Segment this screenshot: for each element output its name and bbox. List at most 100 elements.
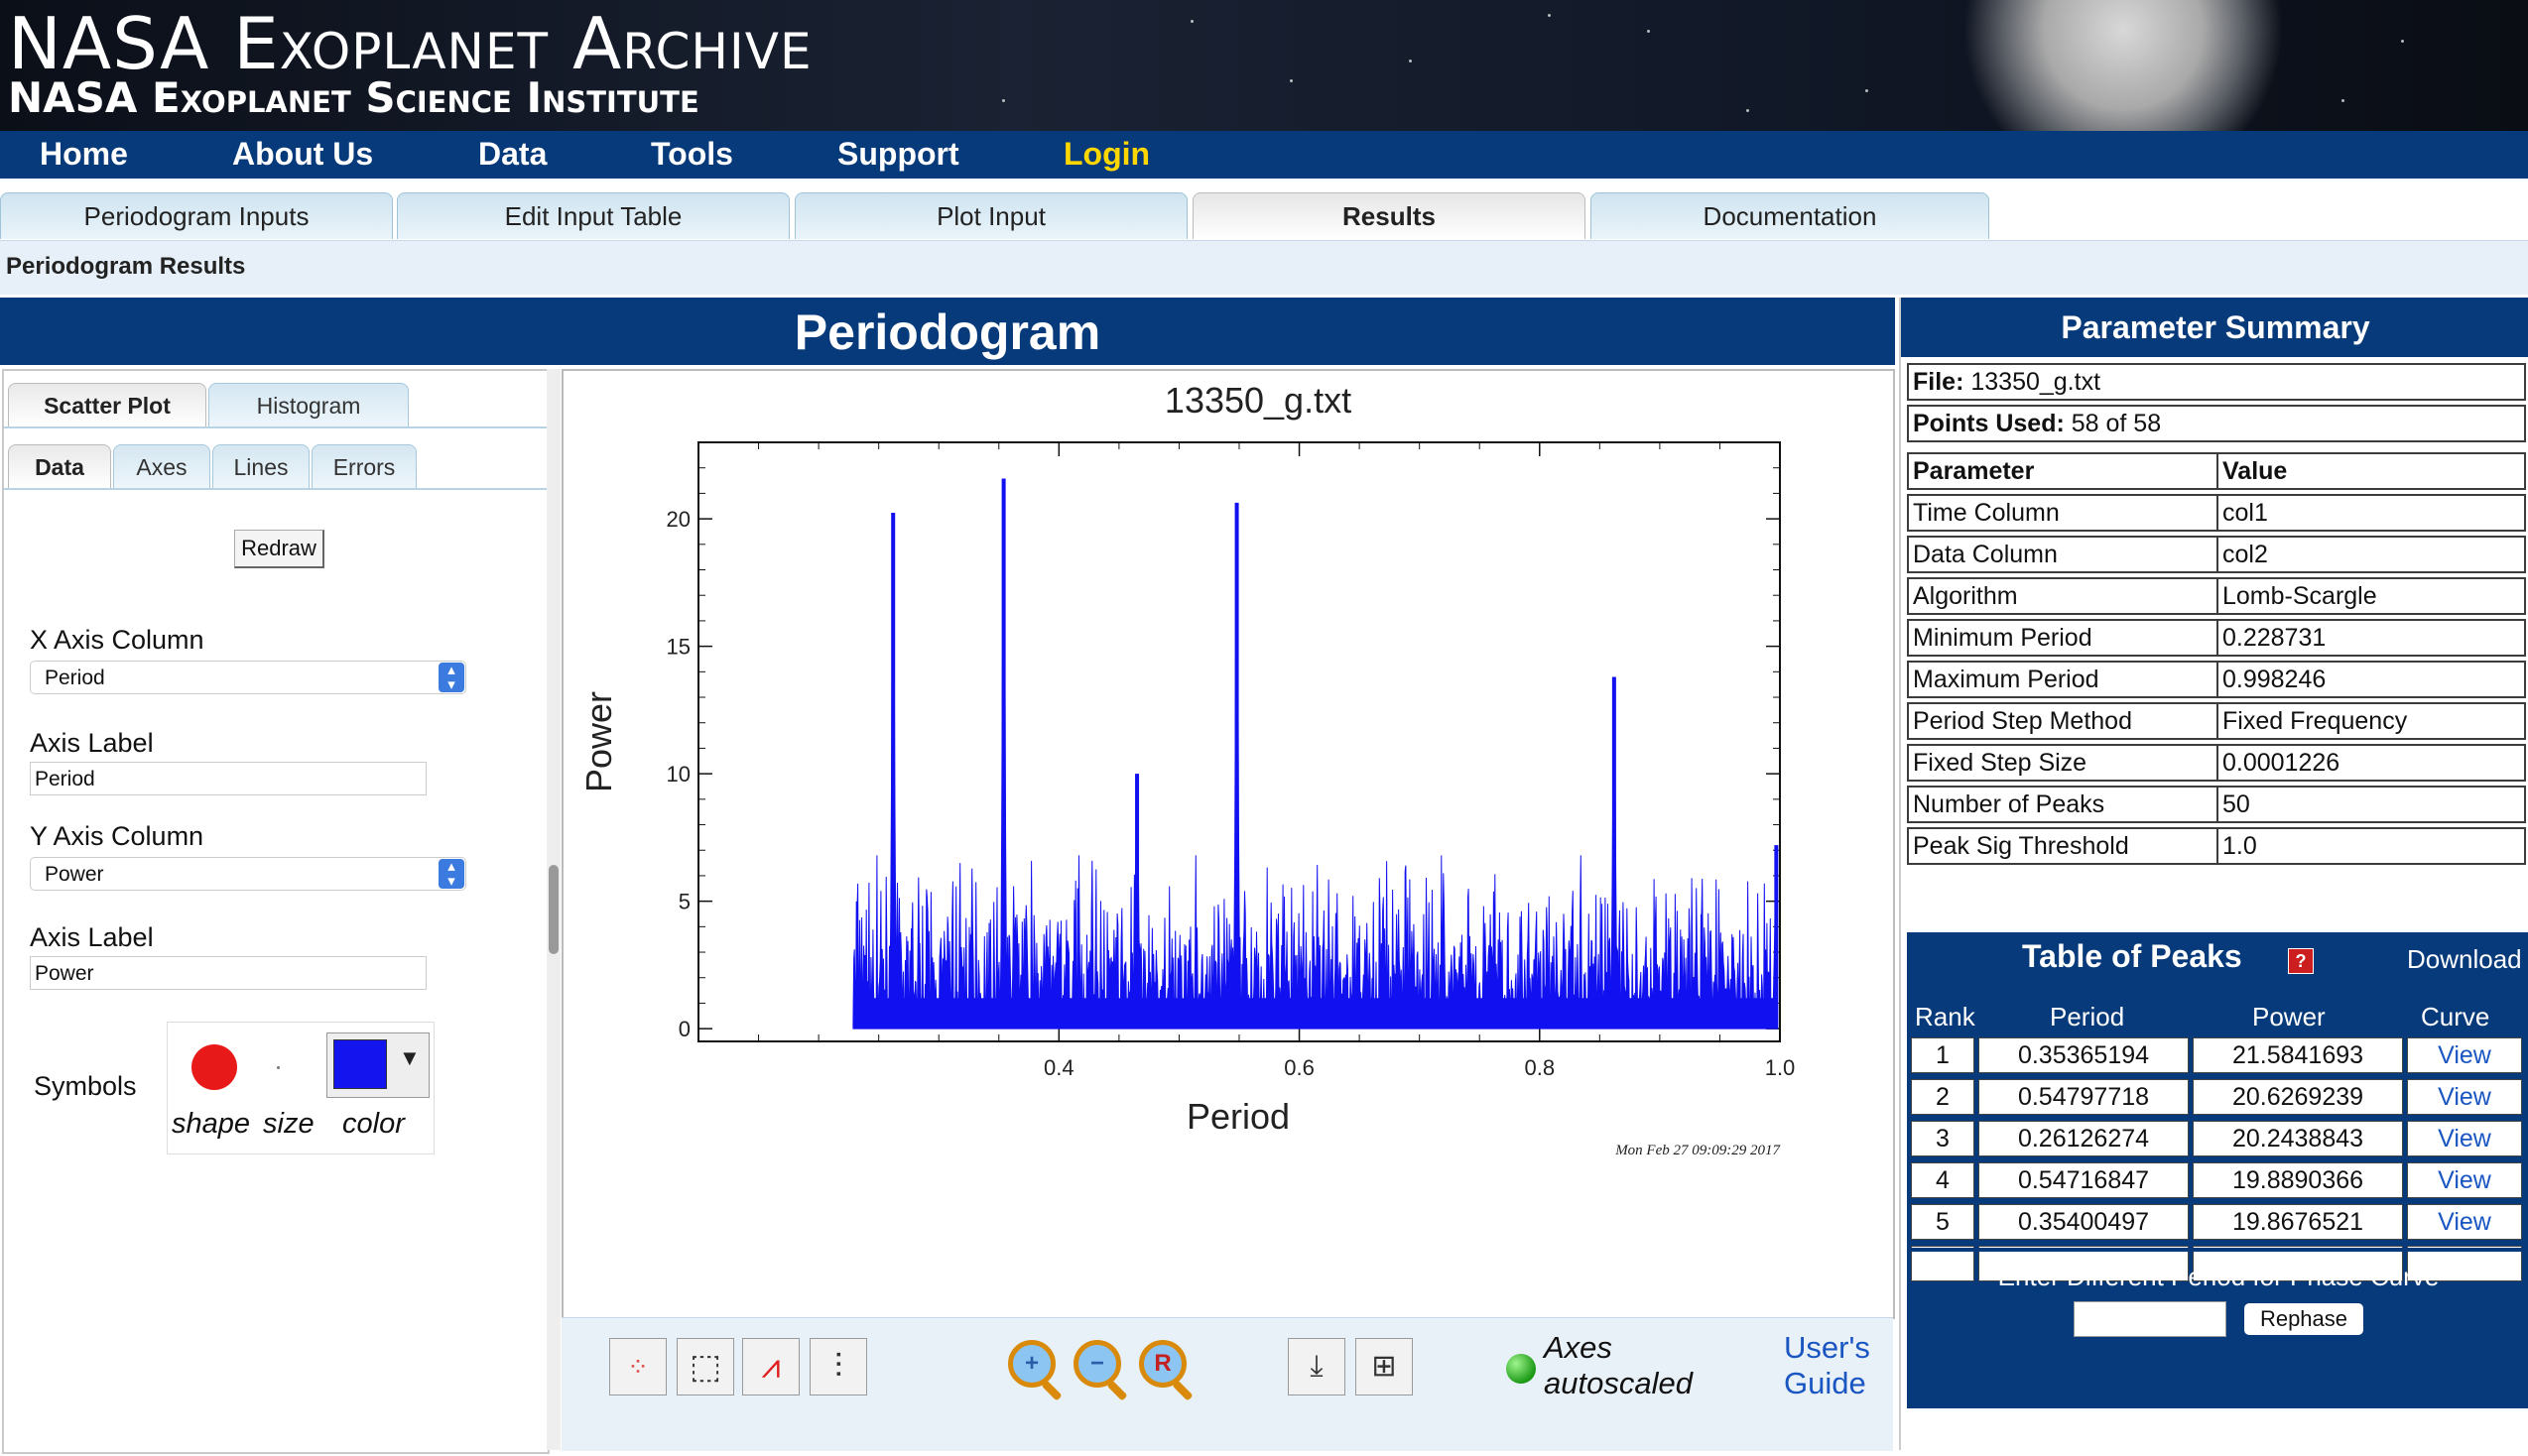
status-line-2: autoscaled	[1544, 1366, 1693, 1400]
line-plot-tool-icon[interactable]: ⩘	[742, 1338, 800, 1395]
y-tick-label: 5	[679, 890, 691, 914]
nav-data[interactable]: Data	[478, 136, 548, 172]
tab-errors[interactable]: Errors	[312, 444, 417, 489]
plot-controls-panel: Scatter Plot Histogram Data Axes Lines E…	[2, 369, 550, 1454]
peaks-cell: 0.54716847	[1978, 1162, 2189, 1198]
tab-plot-input[interactable]: Plot Input	[795, 192, 1188, 239]
zoom-out-icon[interactable]: −	[1072, 1338, 1133, 1401]
symbol-color-picker[interactable]: ▼	[326, 1032, 430, 1098]
download-link[interactable]: Download	[2407, 944, 2522, 974]
peaks-cell: 4	[1911, 1162, 1974, 1198]
size-caption: size	[263, 1108, 315, 1140]
param-value-cell: col2	[2216, 536, 2526, 573]
periodogram-chart[interactable]: 13350_g.txt 0 5 10 15 20 0.4 0.6 0.8 1.0 Period Pow…	[564, 371, 1893, 1317]
peaks-cell: 0.26126274	[1978, 1121, 2189, 1156]
view-curve-link[interactable]: View	[2407, 1037, 2522, 1073]
symbol-size-button[interactable]	[277, 1066, 280, 1069]
nav-support[interactable]: Support	[837, 136, 959, 172]
tab-histogram[interactable]: Histogram	[208, 383, 409, 427]
symbol-shape-button[interactable]	[191, 1044, 237, 1090]
peaks-cell: 0.35365194	[1978, 1037, 2189, 1073]
autoscale-status-icon	[1506, 1354, 1536, 1384]
autoscale-status-text: Axes autoscaled	[1544, 1330, 1693, 1401]
rephase-period-input[interactable]	[2074, 1301, 2226, 1337]
tab-documentation[interactable]: Documentation	[1590, 192, 1989, 239]
tab-edit-input-table[interactable]: Edit Input Table	[397, 192, 790, 239]
param-header-parameter: Parameter	[1907, 452, 2218, 490]
download-table-icon[interactable]: ⊞	[1355, 1338, 1413, 1395]
panel-scrollbar[interactable]	[547, 369, 561, 1450]
box-select-tool-icon[interactable]: ⬚	[677, 1338, 734, 1395]
tab-periodogram-inputs[interactable]: Periodogram Inputs	[0, 192, 393, 239]
nav-about-us[interactable]: About Us	[232, 136, 374, 172]
redraw-button[interactable]: Redraw	[234, 530, 324, 568]
symbols-label: Symbols	[34, 1071, 137, 1101]
scatter-plot-tool-icon[interactable]: ⁘	[609, 1338, 667, 1395]
param-value-cell: col1	[2216, 494, 2526, 532]
rephase-button[interactable]: Rephase	[2244, 1303, 2363, 1335]
x-axis-column-value: Period	[45, 667, 105, 689]
peaks-cell: 19.8676521	[2193, 1204, 2403, 1240]
param-value-cell: 0.228731	[2216, 619, 2526, 657]
power-baseline-band	[852, 998, 1778, 1030]
color-caption: color	[342, 1108, 405, 1140]
view-curve-link[interactable]: View	[2407, 1162, 2522, 1198]
nav-tools[interactable]: Tools	[651, 136, 733, 172]
tab-data[interactable]: Data	[8, 444, 111, 489]
y-axis-label-input[interactable]: Power	[30, 956, 427, 990]
save-plot-icon[interactable]: ⤓	[1288, 1338, 1345, 1395]
peaks-cell	[2193, 1246, 2403, 1281]
chevron-down-icon: ▼	[399, 1045, 421, 1070]
y-axis-label: Power	[578, 691, 619, 792]
tab-lines[interactable]: Lines	[212, 444, 310, 489]
tab-scatter-plot[interactable]: Scatter Plot	[8, 383, 206, 427]
x-axis-column-select[interactable]: Period ▴ ▾	[30, 661, 466, 694]
plot-timestamp: Mon Feb 27 09:09:29 2017	[1614, 1143, 1781, 1158]
guide-line-1: User's	[1784, 1330, 1870, 1365]
param-name-cell: Data Column	[1907, 536, 2218, 573]
y-axis-column-label: Y Axis Column	[30, 821, 204, 851]
color-swatch	[333, 1039, 387, 1089]
points-label: Points Used:	[1913, 410, 2065, 437]
nav-login[interactable]: Login	[1064, 136, 1151, 172]
view-curve-link[interactable]	[2407, 1246, 2522, 1281]
y-tick-label: 10	[667, 762, 691, 787]
y-tick-label: 15	[667, 635, 691, 660]
view-curve-link[interactable]: View	[2407, 1079, 2522, 1115]
nav-home[interactable]: Home	[40, 136, 128, 172]
y-axis-label-label: Axis Label	[30, 922, 154, 952]
file-value: 13350_g.txt	[1970, 368, 2101, 396]
y-axis-column-select[interactable]: Power ▴ ▾	[30, 857, 466, 891]
tab-axes[interactable]: Axes	[113, 444, 210, 489]
zoom-in-icon[interactable]: +	[1006, 1338, 1068, 1401]
rephase-label: Enter Different Period for Phase Curve	[1997, 1262, 2440, 1291]
view-curve-link[interactable]: View	[2407, 1204, 2522, 1240]
col-rank: Rank	[1915, 1002, 1975, 1031]
x-tick-label: 0.4	[1044, 1055, 1074, 1080]
peaks-cell: 20.2438843	[2193, 1121, 2403, 1156]
site-subtitle: NASA Exoplanet Science Institute	[8, 73, 699, 122]
users-guide-link[interactable]: User's Guide	[1784, 1330, 1870, 1401]
scrollbar-thumb[interactable]	[549, 865, 559, 954]
param-value-cell: Lomb-Scargle	[2216, 577, 2526, 615]
param-name-cell: Period Step Method	[1907, 702, 2218, 740]
col-power: Power	[2252, 1002, 2326, 1031]
peaks-cell: 20.6269239	[2193, 1079, 2403, 1115]
select-arrows-icon: ▴ ▾	[439, 663, 464, 692]
peaks-cell: 0.54797718	[1978, 1079, 2189, 1115]
tab-results[interactable]: Results	[1193, 192, 1585, 239]
plot-toolbar: ⁘ ⬚ ⩘ ⫶ + − R ⤓ ⊞ Axes autoscaled User's…	[562, 1317, 1893, 1451]
help-icon[interactable]: ?	[2288, 948, 2314, 974]
site-title[interactable]: NASA Exoplanet Archive	[8, 2, 813, 85]
section-title: Periodogram	[794, 304, 1101, 360]
param-name-cell: Minimum Period	[1907, 619, 2218, 657]
x-axis-label-input[interactable]: Period	[30, 762, 427, 795]
param-value-cell: 50	[2216, 786, 2526, 823]
zoom-reset-icon[interactable]: R	[1137, 1338, 1199, 1401]
view-curve-link[interactable]: View	[2407, 1121, 2522, 1156]
x-axis-label-label: Axis Label	[30, 728, 154, 758]
chart-title: 13350_g.txt	[1165, 380, 1351, 421]
y-axis-column-value: Power	[45, 863, 104, 886]
settings-sliders-icon[interactable]: ⫶	[810, 1338, 867, 1395]
param-value-cell: 0.0001226	[2216, 744, 2526, 782]
